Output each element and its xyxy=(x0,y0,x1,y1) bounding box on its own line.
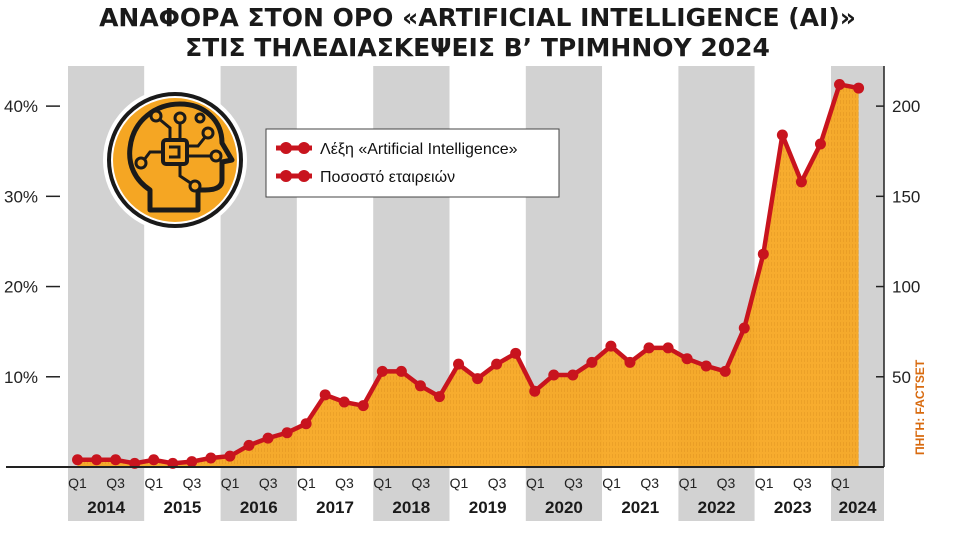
data-point xyxy=(548,369,560,381)
data-point xyxy=(700,360,712,372)
chart-title-line1: ΑΝΑΦΟΡΑ ΣΤΟΝ ΟΡΟ «ARTIFICIAL INTELLIGENC… xyxy=(99,3,856,32)
data-point xyxy=(243,439,255,451)
quarter-label: Q1 xyxy=(68,475,87,491)
quarter-label: Q1 xyxy=(526,475,545,491)
data-point xyxy=(110,454,122,466)
data-point xyxy=(834,78,846,90)
legend-entry-ai-word: Λέξη «Artificial Intelligence» xyxy=(320,141,518,158)
data-point xyxy=(376,365,388,377)
data-point xyxy=(338,396,350,408)
data-point xyxy=(300,418,312,430)
quarter-label: Q3 xyxy=(259,475,278,491)
year-label: 2023 xyxy=(774,498,812,517)
year-label: 2021 xyxy=(621,498,659,517)
data-point xyxy=(224,450,236,462)
data-point xyxy=(491,358,503,370)
quarter-label: Q3 xyxy=(106,475,125,491)
data-point xyxy=(853,82,865,94)
year-label: 2014 xyxy=(87,498,125,517)
data-point xyxy=(510,347,522,359)
year-label: 2022 xyxy=(698,498,736,517)
data-point xyxy=(605,340,617,352)
quarter-label: Q1 xyxy=(755,475,774,491)
data-point xyxy=(148,454,160,466)
quarter-label: Q3 xyxy=(640,475,659,491)
legend: Λέξη «Artificial Intelligence» Ποσοστό ε… xyxy=(265,128,560,198)
data-point xyxy=(281,427,293,439)
year-label: 2015 xyxy=(164,498,202,517)
data-point xyxy=(472,373,484,385)
year-label: 2019 xyxy=(469,498,507,517)
quarter-label: Q3 xyxy=(183,475,202,491)
area-layer xyxy=(77,84,859,468)
data-point xyxy=(91,454,103,466)
quarter-label: Q3 xyxy=(564,475,583,491)
quarter-label: Q1 xyxy=(679,475,698,491)
quarter-label: Q3 xyxy=(793,475,812,491)
y-left-tick-label: 30% xyxy=(4,187,38,206)
year-label: 2016 xyxy=(240,498,278,517)
quarter-label: Q3 xyxy=(411,475,430,491)
ai-head-circuit-icon xyxy=(103,88,247,232)
y-right-tick-label: 100 xyxy=(892,278,920,297)
chart-title-line2: ΣΤΙΣ ΤΗΛΕΔΙΑΣΚΕΨΕΙΣ Β’ ΤΡΙΜΗΝΟΥ 2024 xyxy=(185,33,770,62)
data-point xyxy=(453,358,465,370)
data-point xyxy=(662,342,674,354)
area-fill xyxy=(77,84,859,468)
quarter-label: Q1 xyxy=(373,475,392,491)
data-point xyxy=(414,380,426,392)
data-point xyxy=(643,342,655,354)
data-point xyxy=(433,391,445,403)
data-point xyxy=(319,389,331,401)
data-point xyxy=(719,365,731,377)
data-point xyxy=(262,432,274,444)
data-point xyxy=(586,356,598,368)
quarter-label: Q1 xyxy=(602,475,621,491)
data-point xyxy=(186,456,198,468)
y-left-tick-label: 10% xyxy=(4,368,38,387)
quarter-label: Q1 xyxy=(831,475,850,491)
year-label: 2024 xyxy=(839,498,877,517)
y-left-tick-label: 40% xyxy=(4,97,38,116)
quarter-label: Q3 xyxy=(335,475,354,491)
y-right-tick-label: 50 xyxy=(892,368,911,387)
year-label: 2020 xyxy=(545,498,583,517)
quarter-label: Q3 xyxy=(488,475,507,491)
data-point xyxy=(624,356,636,368)
data-point xyxy=(205,452,217,464)
data-point xyxy=(795,176,807,188)
data-point xyxy=(357,400,369,412)
axes: 10% 20% 30% 40% 50 100 150 200 xyxy=(4,66,920,468)
y-right-tick-label: 150 xyxy=(892,187,920,206)
quarter-label: Q3 xyxy=(717,475,736,491)
data-point xyxy=(681,353,693,365)
year-label: 2017 xyxy=(316,498,354,517)
data-point xyxy=(776,129,788,141)
quarter-label: Q1 xyxy=(297,475,316,491)
data-point xyxy=(395,365,407,377)
legend-entry-company-share: Ποσοστό εταιρειών xyxy=(320,169,455,186)
data-point xyxy=(72,454,84,466)
quarter-label: Q1 xyxy=(450,475,469,491)
data-point xyxy=(567,369,579,381)
quarter-label: Q1 xyxy=(221,475,240,491)
data-point xyxy=(757,248,769,260)
y-right-tick-label: 200 xyxy=(892,97,920,116)
source-note: ΠΗΓΗ: FACTSET xyxy=(913,359,927,455)
data-point xyxy=(529,385,541,397)
y-left-tick-label: 20% xyxy=(4,278,38,297)
data-point xyxy=(738,322,750,334)
data-point xyxy=(814,138,826,150)
year-label: 2018 xyxy=(392,498,430,517)
quarter-label: Q1 xyxy=(144,475,163,491)
